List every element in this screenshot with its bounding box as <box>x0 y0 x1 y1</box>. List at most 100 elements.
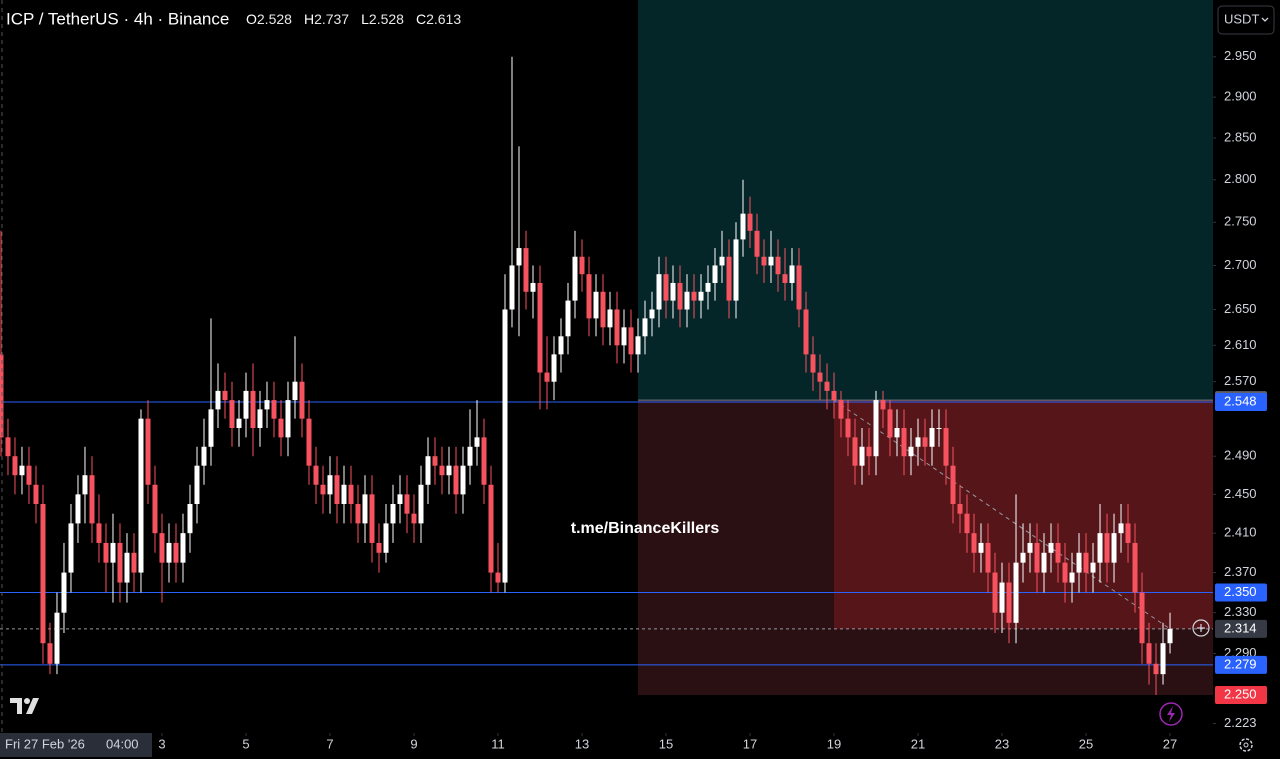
candle-body <box>565 300 571 337</box>
candle-body <box>768 256 774 266</box>
candle-body <box>432 456 438 466</box>
candle-body <box>936 427 942 429</box>
currency-button-frame[interactable] <box>1217 5 1275 35</box>
candle-body <box>992 572 998 613</box>
candle-body <box>845 418 851 438</box>
time-axis-panel <box>0 733 1213 759</box>
candle-body <box>782 274 788 283</box>
candle-body <box>152 484 158 534</box>
candle-body <box>159 533 165 563</box>
candle-body <box>593 291 599 319</box>
candle-body <box>978 542 984 553</box>
candle-body <box>124 552 130 583</box>
last-price-badge-box <box>1215 619 1267 638</box>
x-tick-label: 9 <box>410 736 417 751</box>
candle-body <box>726 256 732 301</box>
settings-button[interactable] <box>1239 738 1253 752</box>
add-alert-button[interactable] <box>1192 619 1210 637</box>
plus-icon[interactable] <box>1197 624 1205 632</box>
candle-body <box>572 256 578 301</box>
x-tick-label: 15 <box>659 736 673 751</box>
candle-body <box>1069 572 1075 583</box>
candle-body <box>1048 542 1054 553</box>
candle-body <box>817 372 823 382</box>
y-tick-label: 2.450 <box>1224 486 1257 501</box>
level-badge-box <box>1215 655 1267 674</box>
candle-body <box>740 213 746 240</box>
candle-body <box>264 400 270 410</box>
x-tick-label: 5 <box>242 736 249 751</box>
candle-body <box>1076 552 1082 573</box>
candle-body <box>439 465 445 476</box>
level-badge: 2.279 <box>1224 656 1257 671</box>
tv-logo <box>10 698 39 714</box>
candle-body <box>453 465 459 495</box>
candle-body <box>271 400 277 419</box>
candle-body <box>467 446 473 466</box>
currency-button[interactable]: USDT <box>1217 5 1275 35</box>
x-tick-label: 21 <box>911 736 925 751</box>
candle-body <box>236 418 242 428</box>
candle-body <box>40 504 46 644</box>
candle-body <box>544 372 550 382</box>
candle-body <box>26 465 32 485</box>
candle-body <box>950 465 956 505</box>
lightning-icon[interactable] <box>1167 706 1175 722</box>
candle-body <box>299 381 305 419</box>
x-tick-label: 27 <box>1163 736 1177 751</box>
candle-body <box>628 327 634 355</box>
candle-body <box>957 504 963 514</box>
candle-body <box>187 504 193 534</box>
candle-body <box>747 213 753 231</box>
candle-body <box>1041 552 1047 573</box>
x-tick-label: 7 <box>326 736 333 751</box>
candle-body <box>33 484 39 505</box>
candle-body <box>873 400 879 457</box>
y-tick-label: 2.850 <box>1224 129 1257 144</box>
candle-body <box>481 437 487 485</box>
candle-body <box>285 400 291 438</box>
cursor-clock: 04:00 <box>106 736 139 751</box>
candle-body <box>138 418 144 573</box>
candle-body <box>250 390 256 428</box>
candle-body <box>502 309 508 583</box>
candle-body <box>663 274 669 301</box>
lightning-button[interactable] <box>1159 702 1183 726</box>
candle-body <box>901 427 907 457</box>
candle-body <box>1167 628 1173 644</box>
stop-badge: 2.250 <box>1224 686 1257 701</box>
candle-body <box>397 494 403 505</box>
lightning-ring[interactable] <box>1159 702 1183 726</box>
candle-body <box>880 400 886 410</box>
x-tick-label: 25 <box>1079 736 1093 751</box>
ohlc-key: H <box>304 11 314 27</box>
candle-body <box>411 513 417 524</box>
candle-body <box>523 248 529 292</box>
candle-body <box>75 494 81 524</box>
candle-body <box>761 256 767 266</box>
candle-body <box>691 291 697 301</box>
gear-hub[interactable] <box>1243 742 1249 748</box>
candle-body <box>985 542 991 573</box>
candle-body <box>278 418 284 438</box>
candle-body <box>971 533 977 553</box>
candle-body <box>1034 542 1040 573</box>
plus-ring[interactable] <box>1192 619 1210 637</box>
candle-body <box>915 437 921 447</box>
candle-body <box>19 465 25 476</box>
cursor-time-box <box>0 733 152 757</box>
candle-body <box>810 354 816 373</box>
candle-body <box>922 437 928 447</box>
y-tick-label: 2.490 <box>1224 448 1257 463</box>
currency-label[interactable]: USDT <box>1224 11 1259 26</box>
chevron-icon[interactable] <box>1261 17 1269 22</box>
candle-body <box>362 494 368 524</box>
candle-body <box>348 484 354 505</box>
candle-body <box>838 400 844 419</box>
candle-body <box>887 409 893 438</box>
candle-body <box>1118 523 1124 534</box>
logo-part <box>10 698 22 714</box>
gear-icon[interactable] <box>1239 738 1253 752</box>
y-tick-label: 2.330 <box>1224 604 1257 619</box>
